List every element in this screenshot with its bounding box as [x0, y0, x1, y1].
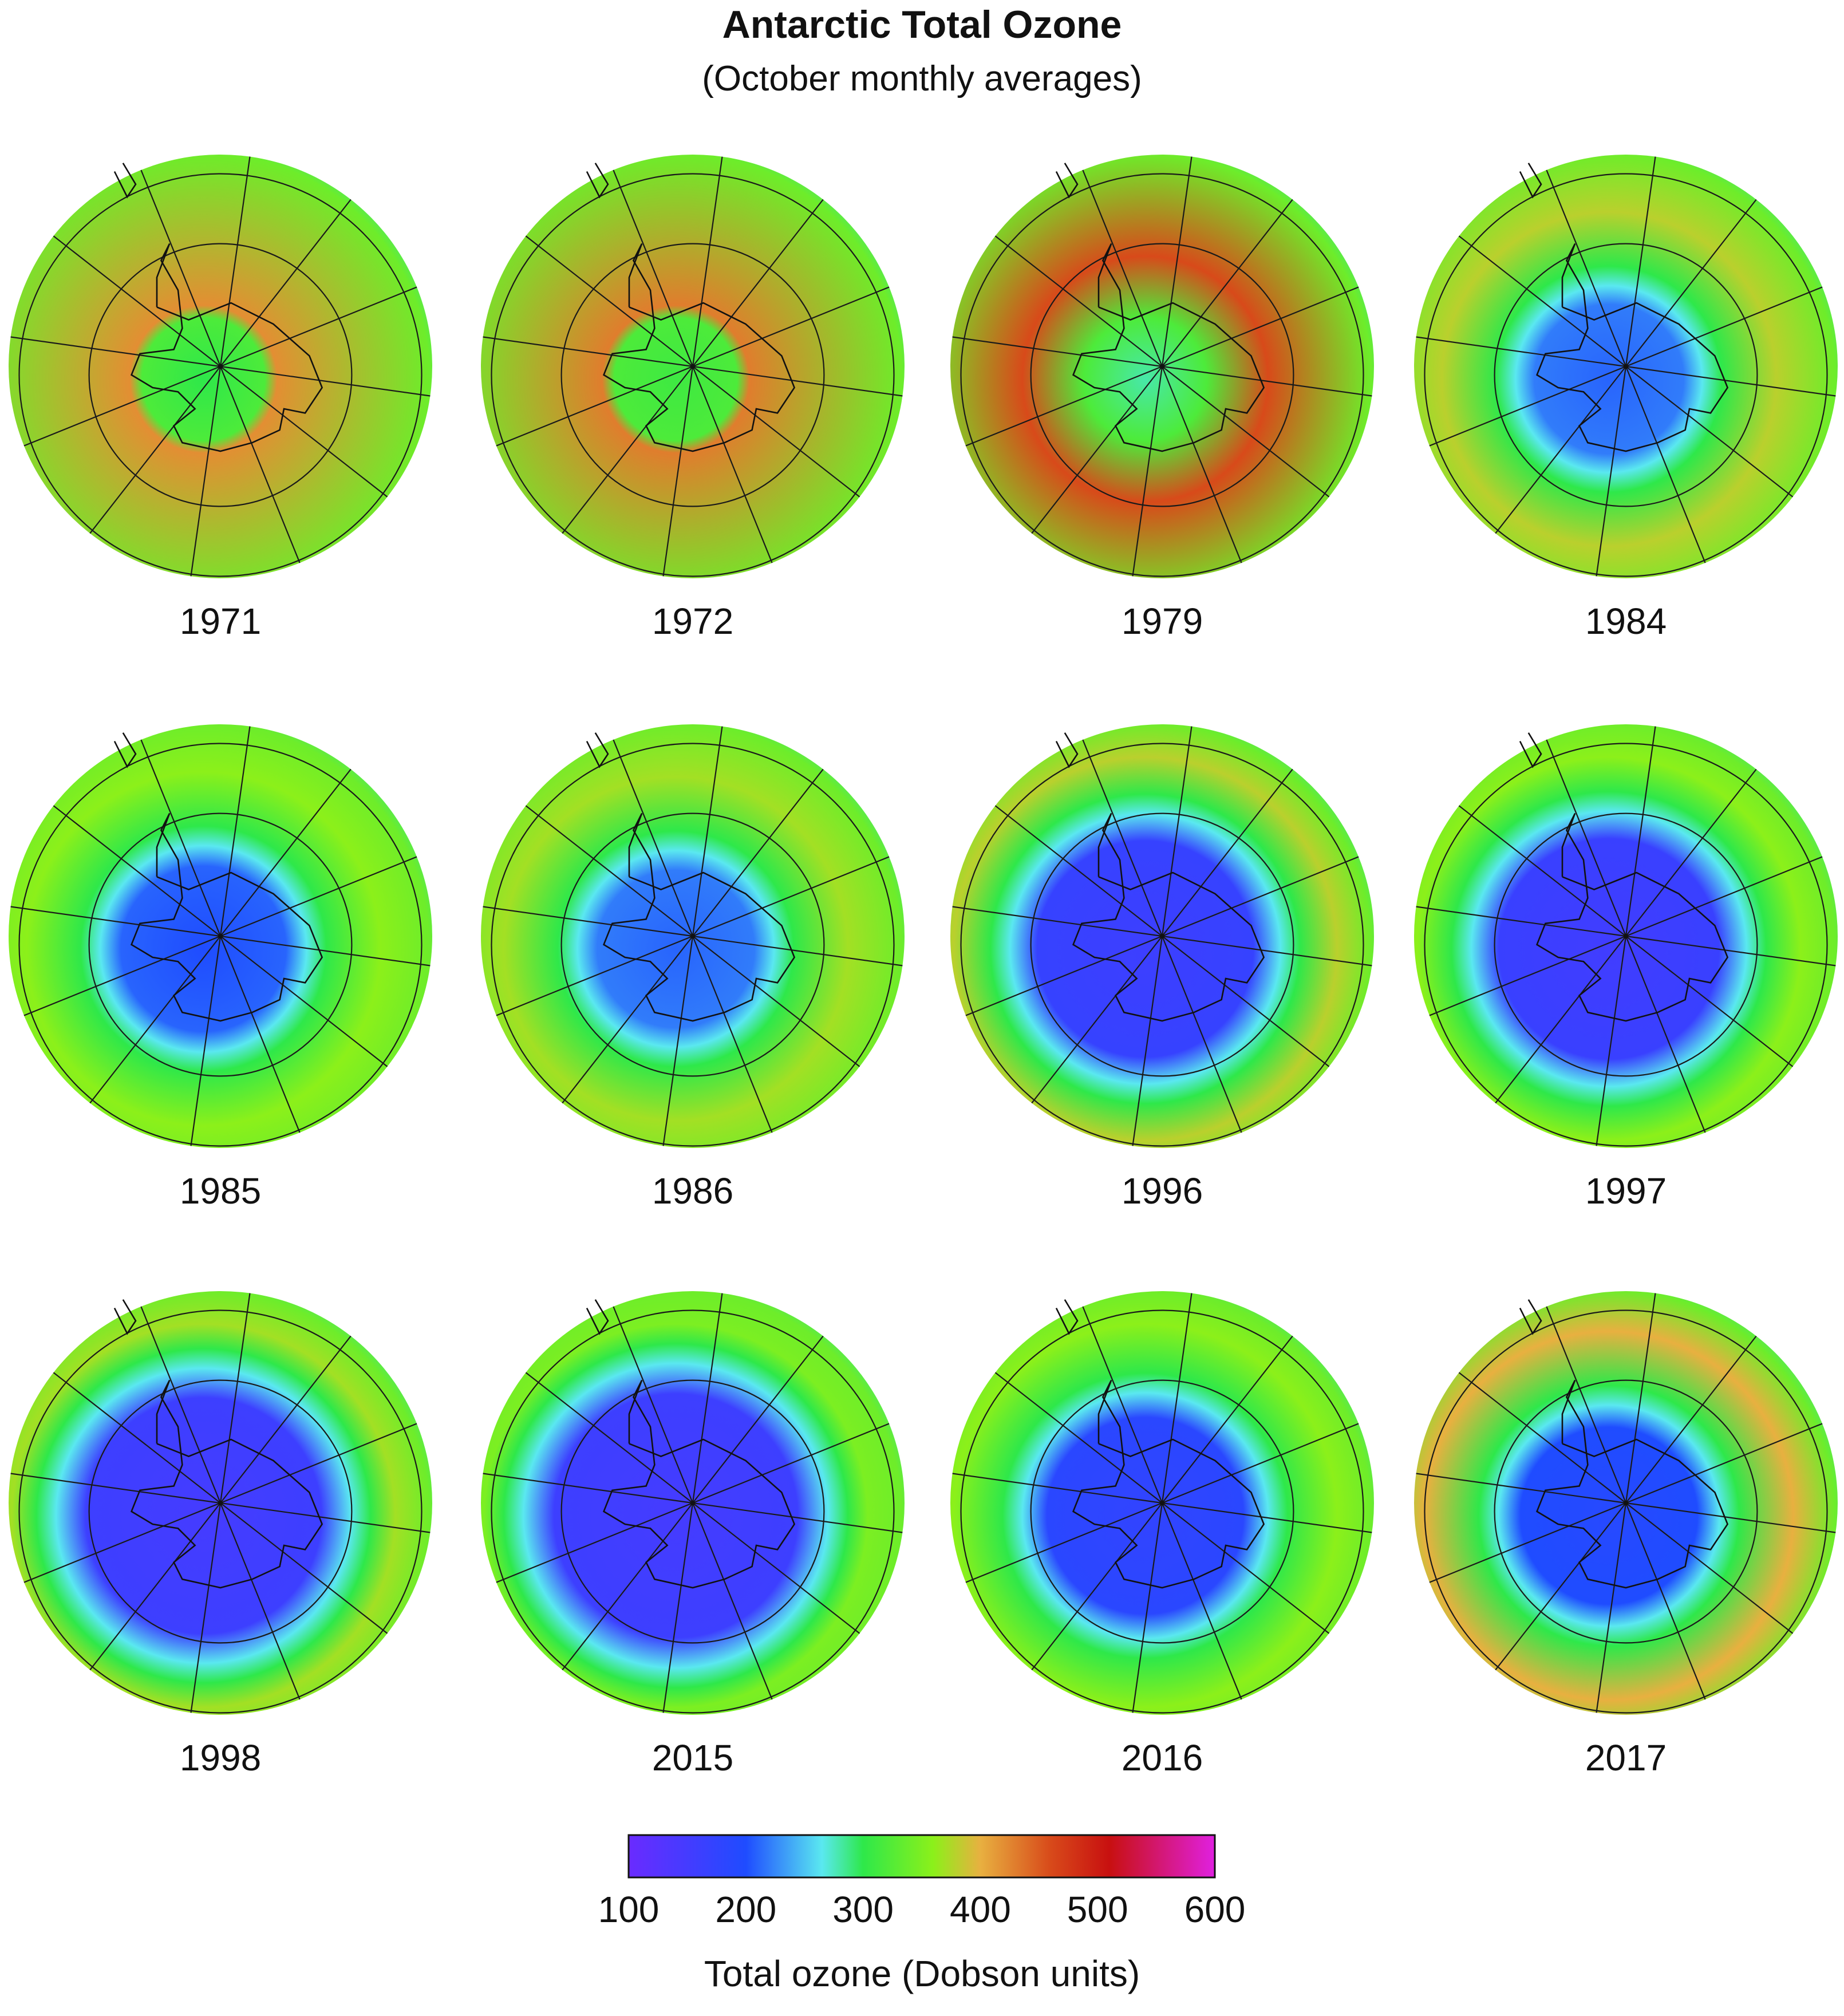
antarctica-coastline [130, 1379, 323, 1589]
year-label: 1984 [1585, 601, 1667, 642]
south-america-coastline [586, 163, 609, 199]
year-label: 2017 [1585, 1737, 1667, 1778]
colorbar-tick-label: 100 [598, 1889, 660, 1930]
antarctica-coastline [1072, 812, 1265, 1022]
colorbar-tick-label: 500 [1067, 1889, 1128, 1930]
ozone-map-panel-2016: 2016 [945, 1291, 1380, 1852]
south-pole-marker [1160, 364, 1164, 369]
ozone-globe-2016 [950, 1291, 1374, 1715]
ozone-globe-1997 [1414, 724, 1838, 1148]
year-label: 1979 [1121, 601, 1203, 642]
year-label: 1986 [651, 1170, 734, 1212]
colorbar-tick-label: 600 [1184, 1889, 1246, 1930]
ozone-map-panel-1996: 1996 [945, 724, 1380, 1285]
antarctica-coastline [1072, 1379, 1265, 1589]
ozone-map-panel-1985: 1985 [3, 724, 438, 1285]
colorbar: 100 200 300 400 500 600 [598, 1834, 1246, 1930]
south-america-coastline [1519, 163, 1542, 199]
colorbar-tick-label: 400 [950, 1889, 1011, 1930]
ozone-map-panel-1971: 1971 [3, 155, 438, 716]
ozone-map-panel-1998: 1998 [3, 1291, 438, 1852]
year-label: 1985 [179, 1170, 262, 1212]
south-pole-marker [690, 364, 695, 369]
ozone-map-panel-1997: 1997 [1408, 724, 1843, 1285]
ozone-map-panel-2017: 2017 [1408, 1291, 1843, 1852]
year-label: 1998 [179, 1737, 262, 1778]
year-label: 1971 [179, 601, 262, 642]
south-america-coastline [1055, 163, 1079, 199]
antarctica-coastline [130, 812, 323, 1022]
year-label: 1997 [1585, 1170, 1667, 1212]
chart-subtitle: (October monthly averages) [702, 59, 1142, 98]
colorbar-tick-label: 300 [832, 1889, 894, 1930]
ozone-globe-1985 [9, 724, 432, 1148]
graticule [481, 155, 905, 578]
south-pole-marker [218, 364, 223, 369]
south-pole-marker [1624, 934, 1628, 938]
antarctica-coastline [130, 243, 323, 452]
graticule [950, 155, 1374, 578]
graticule [9, 724, 432, 1148]
south-america-coastline [1055, 1299, 1079, 1335]
south-america-coastline [1055, 732, 1079, 768]
ozone-globe-2017 [1414, 1291, 1838, 1715]
south-pole-marker [690, 1501, 695, 1505]
year-label: 1972 [651, 601, 734, 642]
ozone-map-panel-1979: 1979 [945, 155, 1380, 716]
graticule [950, 724, 1374, 1148]
south-america-coastline [586, 1299, 609, 1335]
antarctica-coastline [602, 1379, 796, 1589]
ozone-globe-1971 [9, 155, 432, 578]
colorbar-gradient [627, 1834, 1216, 1879]
ozone-globe-1996 [950, 724, 1374, 1148]
antarctica-coastline [602, 812, 796, 1022]
south-america-coastline [1519, 1299, 1542, 1335]
antarctica-coastline [1535, 812, 1729, 1022]
ozone-globe-1979 [950, 155, 1374, 578]
south-pole-marker [1160, 1501, 1164, 1505]
ozone-map-panel-1984: 1984 [1408, 155, 1843, 716]
graticule [1414, 724, 1838, 1148]
ozone-globe-1984 [1414, 155, 1838, 578]
ozone-map-panel-1986: 1986 [475, 724, 910, 1285]
south-america-coastline [113, 1299, 137, 1335]
graticule [1414, 155, 1838, 578]
colorbar-label: Total ozone (Dobson units) [704, 1953, 1140, 1994]
ozone-globe-2015 [481, 1291, 905, 1715]
ozone-globe-1986 [481, 724, 905, 1148]
graticule [9, 1291, 432, 1715]
ozone-map-panel-1972: 1972 [475, 155, 910, 716]
south-pole-marker [1160, 934, 1164, 938]
year-label: 1996 [1121, 1170, 1203, 1212]
colorbar-tick-label: 200 [715, 1889, 776, 1930]
south-pole-marker [1624, 364, 1628, 369]
south-pole-marker [218, 1501, 223, 1505]
graticule [9, 155, 432, 578]
graticule [481, 724, 905, 1148]
south-pole-marker [690, 934, 695, 938]
south-pole-marker [1624, 1501, 1628, 1505]
graticule [481, 1291, 905, 1715]
graticule [950, 1291, 1374, 1715]
ozone-globe-1998 [9, 1291, 432, 1715]
south-america-coastline [586, 732, 609, 768]
chart-title: Antarctic Total Ozone [722, 3, 1122, 46]
south-pole-marker [218, 934, 223, 938]
year-label: 2015 [651, 1737, 734, 1778]
graticule [1414, 1291, 1838, 1715]
year-label: 2016 [1121, 1737, 1203, 1778]
antarctica-coastline [602, 243, 796, 452]
ozone-globe-1972 [481, 155, 905, 578]
south-america-coastline [113, 732, 137, 768]
antarctica-coastline [1072, 243, 1265, 452]
ozone-map-panel-2015: 2015 [475, 1291, 910, 1852]
antarctica-coastline [1535, 243, 1729, 452]
antarctica-coastline [1535, 1379, 1729, 1589]
south-america-coastline [1519, 732, 1542, 768]
south-america-coastline [113, 163, 137, 199]
